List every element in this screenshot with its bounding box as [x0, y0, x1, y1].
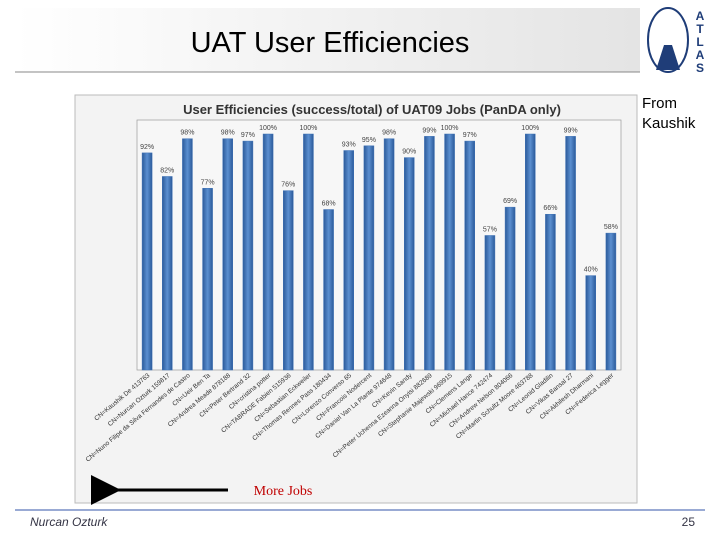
bar — [504, 206, 516, 371]
bar — [605, 232, 617, 371]
bar — [424, 136, 435, 371]
bar — [323, 209, 334, 371]
data-label: 76% — [281, 182, 295, 189]
data-label: 58% — [604, 224, 618, 231]
bar — [444, 133, 455, 371]
data-label: 98% — [180, 130, 194, 137]
footer-author: Nurcan Ozturk — [30, 515, 108, 529]
bar — [202, 188, 213, 371]
slide-title: UAT User Efficiencies — [191, 27, 470, 59]
atlas-logo — [647, 7, 689, 73]
data-label: 100% — [299, 125, 317, 132]
bar — [182, 138, 193, 371]
bar — [141, 152, 153, 371]
bar — [222, 138, 233, 371]
data-label: 100% — [259, 125, 277, 132]
note-line: Kaushik — [642, 115, 696, 132]
bar — [242, 140, 254, 371]
bar — [343, 150, 354, 371]
bar — [283, 190, 294, 371]
bar — [565, 136, 576, 371]
data-label: 98% — [382, 130, 396, 137]
data-label: 97% — [463, 132, 477, 139]
data-label: 99% — [422, 127, 436, 134]
bar — [404, 157, 415, 371]
bar — [363, 145, 375, 371]
data-label: 57% — [483, 226, 497, 233]
header-band — [15, 8, 640, 72]
logo-letter: T — [696, 22, 704, 36]
data-label: 82% — [160, 167, 174, 174]
data-label: 100% — [521, 125, 539, 132]
bar — [262, 133, 274, 371]
logo-figure — [656, 45, 680, 70]
page-number: 25 — [682, 515, 696, 529]
data-label: 98% — [221, 130, 235, 137]
plot-area — [136, 119, 622, 371]
bar — [162, 176, 173, 371]
data-label: 95% — [362, 137, 376, 144]
bar — [464, 140, 475, 371]
data-label: 99% — [564, 127, 578, 134]
bar — [303, 133, 314, 371]
data-label: 66% — [543, 205, 557, 212]
bar — [585, 275, 596, 371]
bar — [484, 235, 496, 371]
logo-letter: S — [696, 61, 704, 75]
data-label: 69% — [503, 198, 517, 205]
logo-letter: L — [696, 35, 703, 49]
data-label: 90% — [402, 149, 416, 156]
bar — [545, 213, 556, 371]
logo-letter: A — [696, 48, 705, 62]
data-label: 40% — [584, 267, 598, 274]
data-label: 92% — [140, 144, 154, 151]
data-label: 97% — [241, 132, 255, 139]
data-label: 68% — [322, 201, 336, 208]
bar — [383, 138, 395, 371]
data-label: 93% — [342, 142, 356, 149]
data-label: 100% — [441, 125, 459, 132]
logo-globe — [647, 7, 689, 73]
logo-letter: A — [696, 9, 705, 23]
bar — [525, 133, 536, 371]
annotation: More Jobs — [254, 484, 313, 499]
chart-title: User Efficiencies (success/total) of UAT… — [183, 102, 561, 117]
data-label: 77% — [201, 179, 215, 186]
note-line: From — [642, 95, 677, 112]
